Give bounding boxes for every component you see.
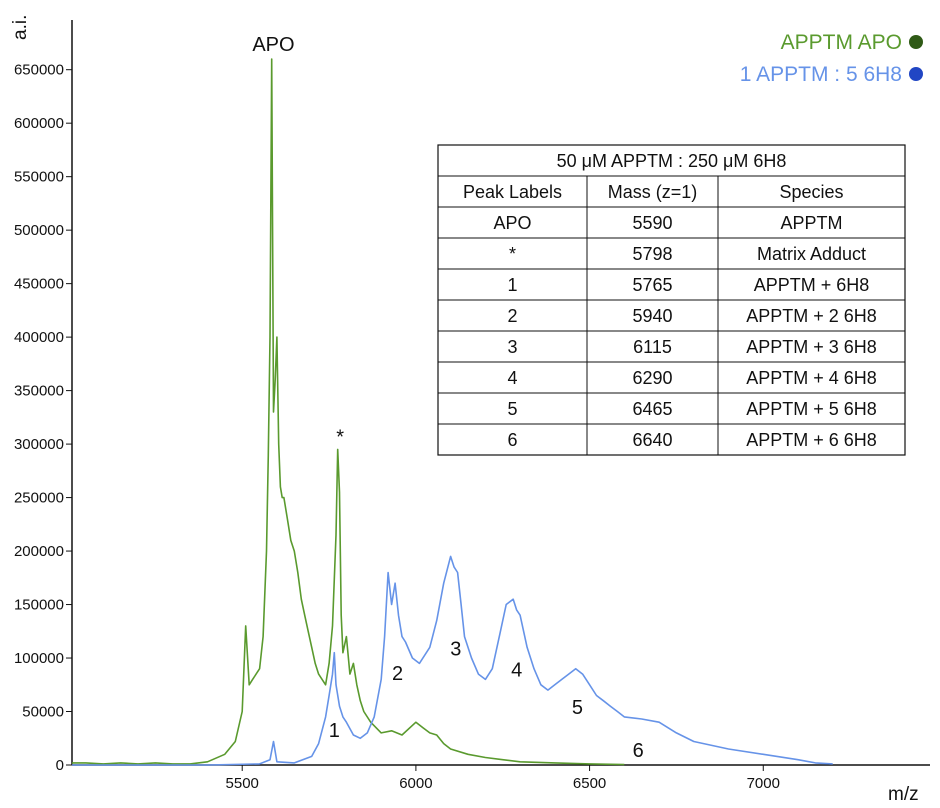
y-tick-label: 100000 xyxy=(14,650,64,667)
table-cell: 6290 xyxy=(632,368,672,388)
table-cell: 2 xyxy=(507,306,517,326)
ticks-layer: 0500001000001500002000002500003000003500… xyxy=(14,62,780,792)
y-tick-label: 350000 xyxy=(14,383,64,400)
y-tick-label: 400000 xyxy=(14,329,64,346)
table-cell: 5798 xyxy=(632,244,672,264)
series-line-complex xyxy=(72,555,833,766)
table-cell: APO xyxy=(493,213,531,233)
legend-label-apo: APPTM APO xyxy=(781,31,902,54)
x-axis-label: m/z xyxy=(888,784,919,805)
table-cell: 5 xyxy=(507,399,517,419)
x-tick-label: 6000 xyxy=(399,775,432,792)
table-cell: 6 xyxy=(507,430,517,450)
y-tick-label: 50000 xyxy=(22,704,64,721)
table-cell: APPTM + 6H8 xyxy=(754,275,870,295)
y-tick-label: 300000 xyxy=(14,436,64,453)
peak-label: 6 xyxy=(633,740,644,762)
table-cell: 3 xyxy=(507,337,517,357)
peak-label: 4 xyxy=(511,660,522,682)
table-cell: APPTM + 6 6H8 xyxy=(746,430,877,450)
table-cell: 6115 xyxy=(633,337,672,357)
table-cell: APPTM + 3 6H8 xyxy=(746,337,877,357)
species-table: 50 μM APPTM : 250 μM 6H8 Peak Labels Mass … xyxy=(437,144,906,456)
table-title: 50 μM APPTM : 250 μM 6H8 xyxy=(557,151,787,171)
table-cell: 5940 xyxy=(632,306,672,326)
legend-label-complex: 1 APPTM : 5 6H8 xyxy=(740,63,902,86)
y-tick-label: 150000 xyxy=(14,597,64,614)
y-tick-label: 0 xyxy=(56,757,64,774)
table-cell: 5590 xyxy=(632,213,672,233)
table-cell: Matrix Adduct xyxy=(757,244,866,264)
peak-label: 1 xyxy=(329,720,340,742)
legend-marker-complex xyxy=(909,67,923,81)
x-tick-label: 6500 xyxy=(573,775,606,792)
peak-label: 3 xyxy=(450,638,461,660)
table-header-cell: Mass (z=1) xyxy=(608,182,698,202)
annotations-layer: APO * 1 2 3 4 5 6 xyxy=(252,34,643,762)
y-tick-label: 200000 xyxy=(14,543,64,560)
table-cell: 5765 xyxy=(632,275,672,295)
table-cell: APPTM xyxy=(780,213,842,233)
x-tick-label: 5500 xyxy=(226,775,259,792)
table-cell: * xyxy=(509,244,516,264)
peak-label: 2 xyxy=(392,663,403,685)
peak-label: APO xyxy=(252,34,294,56)
table-cell: 4 xyxy=(507,368,517,388)
y-tick-label: 500000 xyxy=(14,222,64,239)
peak-label: 5 xyxy=(572,697,583,719)
y-axis-label: a.i. xyxy=(10,15,31,40)
peak-label: * xyxy=(336,426,344,448)
table-cell: APPTM + 2 6H8 xyxy=(746,306,877,326)
y-tick-label: 250000 xyxy=(14,490,64,507)
table-cell: 6465 xyxy=(632,399,672,419)
y-tick-label: 550000 xyxy=(14,169,64,186)
legend-marker-apo xyxy=(909,35,923,49)
x-tick-label: 7000 xyxy=(747,775,780,792)
series-line-apo xyxy=(72,58,625,766)
table-cell: 6640 xyxy=(632,430,672,450)
series-layer xyxy=(72,58,833,766)
legend: APPTM APO 1 APPTM : 5 6H8 xyxy=(740,31,923,86)
y-tick-label: 600000 xyxy=(14,115,64,132)
table-header-cell: Species xyxy=(779,182,843,202)
table-cell: APPTM + 4 6H8 xyxy=(746,368,877,388)
table-header-cell: Peak Labels xyxy=(463,182,562,202)
y-tick-label: 450000 xyxy=(14,276,64,293)
y-tick-label: 650000 xyxy=(14,62,64,79)
table-cell: APPTM + 5 6H8 xyxy=(746,399,877,419)
table-cell: 1 xyxy=(507,275,517,295)
